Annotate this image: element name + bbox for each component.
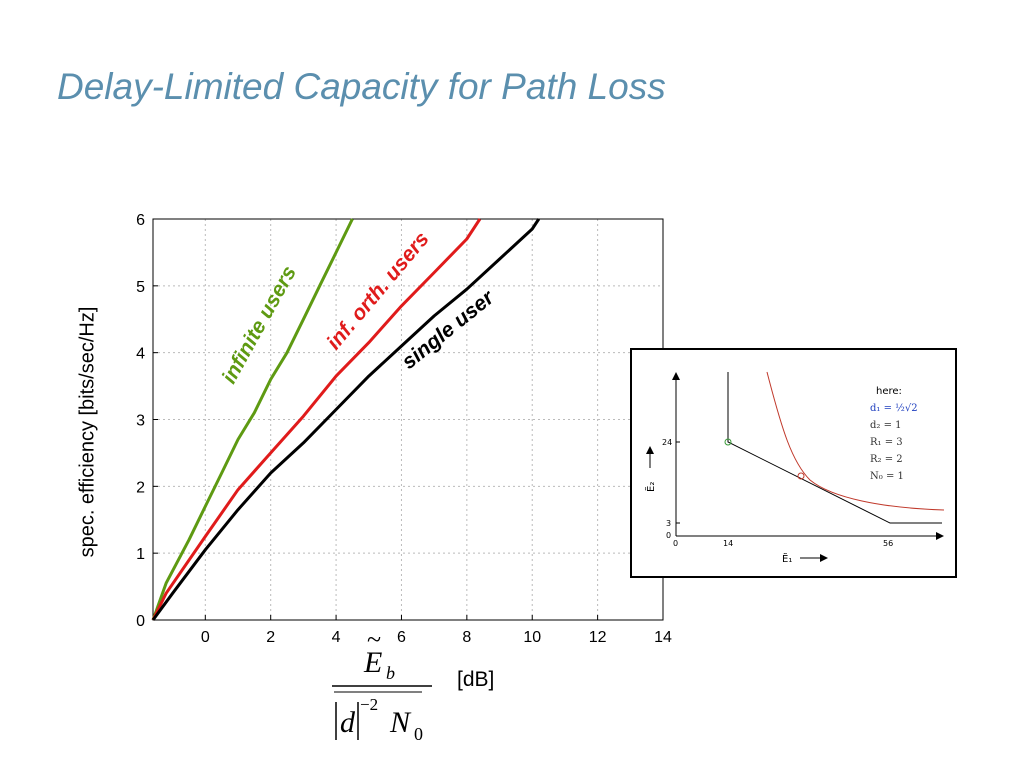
x-axis-unit: [dB] (457, 668, 495, 691)
inset-red-point (797, 472, 805, 480)
x-axis-formula: ~ E b d −2 N 0 (332, 632, 432, 744)
y-tick-label: 1 (136, 546, 145, 563)
inset-legend-n0: N₀ = 1 (870, 471, 904, 482)
series-lines (151, 218, 541, 621)
inset-ytick-24: 24 (662, 438, 672, 447)
series-line-infinite-users (151, 218, 354, 621)
x-tick-label: 8 (462, 629, 471, 646)
y-tick-label: 0 (136, 613, 145, 630)
inset-energy-curve (766, 371, 945, 511)
inset-legend-r1: R₁ = 3 (870, 437, 903, 448)
grid-lines (153, 218, 664, 621)
inset-ytick-0: 0 (666, 531, 671, 540)
inset-yaxis-label: Ẽ₂ (644, 482, 657, 492)
inset-xtick-0: 0 (673, 539, 678, 548)
y-tick-label: 5 (136, 279, 145, 296)
inset-xtick-14: 14 (723, 539, 733, 548)
formula-numerator-subscript: b (386, 663, 395, 683)
formula-exponent: −2 (360, 695, 378, 714)
inset-legend-d2: d₂ = 1 (870, 420, 902, 431)
series-label: single user (398, 285, 500, 374)
x-tick-label: 2 (266, 629, 275, 646)
series-label: infinite users (218, 262, 301, 387)
inset-xaxis-label: Ẽ₁ (782, 552, 792, 565)
y-tick-label: 3 (136, 413, 145, 430)
inset-legend-r2: R₂ = 2 (870, 454, 903, 465)
x-tick-label: 10 (523, 629, 541, 646)
formula-d: d (340, 706, 356, 739)
inset-legend-title: here: (876, 386, 902, 397)
x-tick-label: 12 (589, 629, 607, 646)
formula-N: N (389, 706, 412, 739)
inset-xtick-56: 56 (883, 539, 893, 548)
inset-figure: 24 3 0 0 14 56 Ẽ₁ Ẽ₂ here: d₁ = ½√2 d₂ =… (630, 348, 957, 578)
inset-ytick-3: 3 (666, 519, 671, 528)
slide-title: Delay-Limited Capacity for Path Loss (57, 66, 666, 107)
y-tick-label: 4 (136, 346, 145, 363)
y-tick-label: 2 (136, 479, 145, 496)
x-tick-label: 6 (397, 629, 406, 646)
formula-wavy-tilde: ~ (367, 632, 381, 654)
series-line-inf-orth-users (151, 218, 482, 621)
formula-numerator: E (363, 646, 382, 679)
y-tick-label: 6 (136, 212, 145, 229)
inset-green-point (724, 438, 732, 446)
series-line-single-user (151, 218, 541, 621)
formula-N-subscript: 0 (414, 724, 423, 744)
inset-rate-region-boundary (727, 372, 942, 524)
x-tick-label: 14 (654, 629, 672, 646)
x-tick-label: 4 (332, 629, 341, 646)
x-tick-label: 0 (201, 629, 210, 646)
y-axis-label: spec. efficiency [bits/sec/Hz] (76, 306, 99, 558)
inset-legend-d1: d₁ = ½√2 (870, 403, 918, 414)
